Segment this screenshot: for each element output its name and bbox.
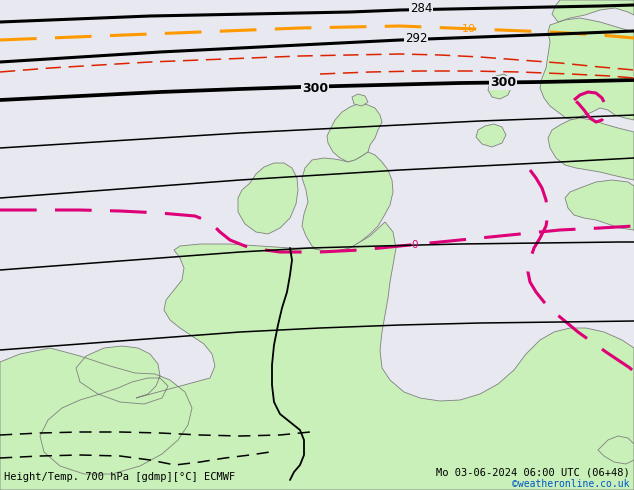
Text: 292: 292 — [405, 32, 427, 46]
Text: 284: 284 — [410, 2, 432, 16]
Polygon shape — [327, 103, 382, 162]
Text: 10: 10 — [462, 24, 476, 34]
Text: ©weatheronline.co.uk: ©weatheronline.co.uk — [512, 479, 630, 489]
Text: Height/Temp. 700 hPa [gdmp][°C] ECMWF: Height/Temp. 700 hPa [gdmp][°C] ECMWF — [4, 472, 235, 482]
Polygon shape — [0, 222, 634, 490]
Polygon shape — [476, 124, 506, 147]
Polygon shape — [302, 152, 393, 254]
Text: 0: 0 — [411, 240, 418, 250]
Polygon shape — [352, 94, 368, 106]
Text: 300: 300 — [302, 81, 328, 95]
Polygon shape — [540, 18, 634, 120]
Polygon shape — [552, 0, 634, 22]
Text: Mo 03-06-2024 06:00 UTC (06+48): Mo 03-06-2024 06:00 UTC (06+48) — [436, 467, 630, 477]
Polygon shape — [548, 118, 634, 180]
Polygon shape — [238, 163, 298, 234]
Polygon shape — [598, 436, 634, 464]
Polygon shape — [565, 180, 634, 230]
Polygon shape — [488, 74, 512, 99]
Text: 300: 300 — [490, 76, 516, 90]
